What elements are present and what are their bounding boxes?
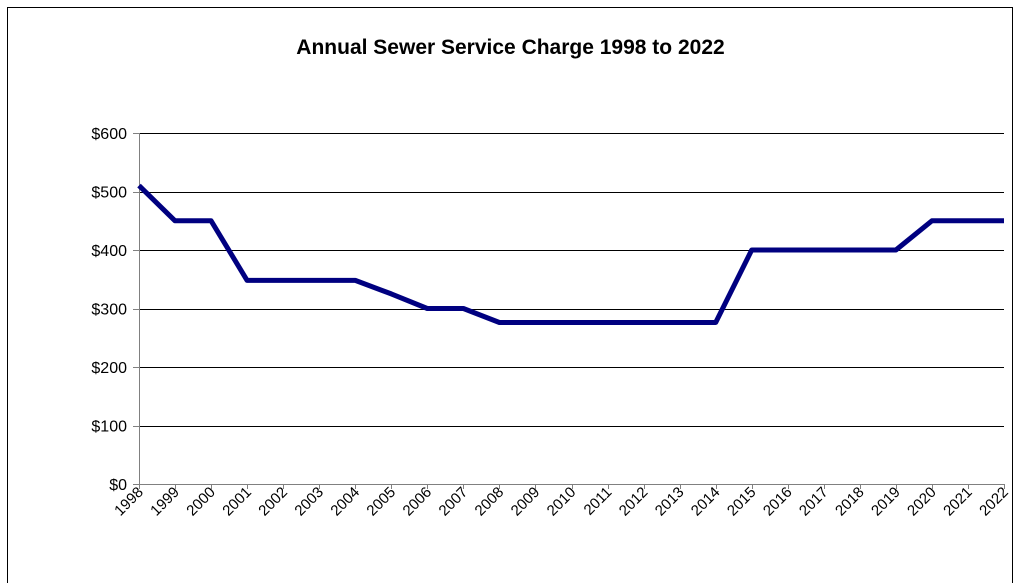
y-tick-label-100: $100 <box>91 419 127 436</box>
x-tick-label-2011: 2011 <box>581 484 616 519</box>
x-tick-label-2012: 2012 <box>616 484 652 520</box>
x-tick-label-2018: 2018 <box>832 484 868 520</box>
x-tick-label-2003: 2003 <box>291 484 327 520</box>
y-tick-label-300: $300 <box>91 302 127 319</box>
x-tick-labels: 1998 1999 2000 2001 2002 2003 2004 2005 2006 2007… <box>111 484 1012 520</box>
chart-frame <box>7 7 1013 583</box>
x-tick-label-2016: 2016 <box>760 484 796 520</box>
x-tick-label-2019: 2019 <box>868 484 904 520</box>
series-layer <box>137 183 1005 325</box>
x-tick-label-2014: 2014 <box>688 484 724 520</box>
x-tick-label-2010: 2010 <box>544 484 580 520</box>
y-tick-label-600: $600 <box>91 126 127 143</box>
x-tick-label-1999: 1999 <box>147 484 183 520</box>
x-tick-label-2004: 2004 <box>327 484 363 520</box>
x-tick-label-2013: 2013 <box>652 484 688 520</box>
series-line-0 <box>137 183 1004 325</box>
chart-title: Annual Sewer Service Charge 1998 to 2022 <box>296 36 725 59</box>
y-tick-label-200: $200 <box>91 360 127 377</box>
axes <box>133 133 1005 489</box>
x-tick-label-2001: 2001 <box>219 484 255 520</box>
x-tick-label-2008: 2008 <box>472 484 508 520</box>
x-tick-label-2002: 2002 <box>255 484 291 520</box>
x-tick-label-2022: 2022 <box>976 484 1012 520</box>
y-tick-label-0: $0 <box>109 477 127 494</box>
x-tick-label-2017: 2017 <box>796 484 832 520</box>
x-tick-label-2009: 2009 <box>508 484 544 520</box>
x-tick-label-2000: 2000 <box>183 484 219 520</box>
x-tick-label-2006: 2006 <box>400 484 436 520</box>
y-tick-label-500: $500 <box>91 185 127 202</box>
grid-lines <box>139 133 1004 427</box>
x-tick-label-2020: 2020 <box>904 484 940 520</box>
y-tick-label-400: $400 <box>91 243 127 260</box>
y-tick-labels: $0 $100 $200 $300 $400 $500 $600 <box>91 126 127 494</box>
x-tick-label-2005: 2005 <box>363 484 399 520</box>
x-tick-label-2015: 2015 <box>724 484 760 520</box>
x-tick-label-2021: 2021 <box>940 484 976 520</box>
x-tick-label-2007: 2007 <box>436 484 472 520</box>
